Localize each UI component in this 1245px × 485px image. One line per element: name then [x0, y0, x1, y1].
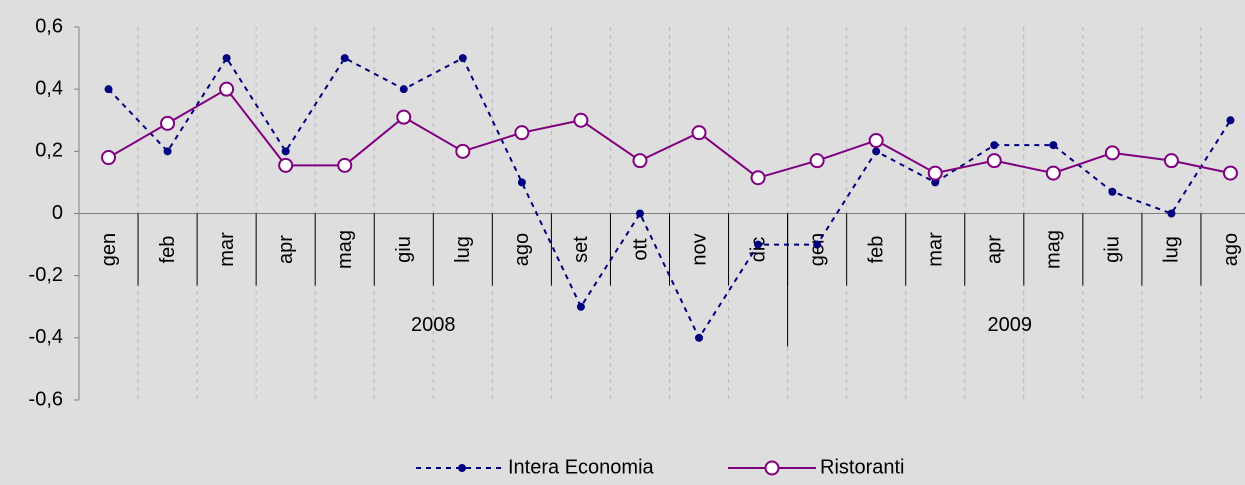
legend-marker [764, 460, 780, 476]
data-point [927, 165, 943, 181]
data-point [1104, 145, 1120, 161]
data-point [163, 147, 172, 156]
x-tick-label: gen [806, 233, 828, 266]
data-point [396, 109, 412, 125]
legend-label: Ristoranti [820, 456, 904, 478]
x-tick-label: mag [334, 230, 356, 269]
data-point [1226, 116, 1235, 125]
data-point [458, 54, 467, 63]
legend-label: Intera Economia [508, 456, 655, 478]
x-tick-label: ago [511, 233, 533, 266]
data-point [635, 209, 644, 218]
x-tick-label: giu [1102, 236, 1124, 263]
data-point [813, 240, 822, 249]
x-tick-label: lug [452, 236, 474, 263]
y-tick-label: 0,6 [35, 15, 63, 37]
data-point [1167, 209, 1176, 218]
x-tick-label: set [570, 236, 592, 263]
data-point [517, 178, 526, 187]
data-point [399, 85, 408, 94]
data-point [160, 115, 176, 131]
x-tick-label: feb [157, 236, 179, 264]
x-tick-label: gen [98, 233, 120, 266]
x-tick-label: apr [275, 235, 297, 264]
data-point [514, 125, 530, 141]
series-line [107, 56, 1232, 340]
data-point [632, 153, 648, 169]
y-tick-label: 0,2 [35, 140, 63, 162]
data-point [990, 141, 999, 150]
data-point [809, 153, 825, 169]
data-point [573, 112, 589, 128]
x-tick-label: ago [1220, 233, 1242, 266]
data-point [281, 147, 290, 156]
series-line [108, 87, 1231, 179]
y-tick-label: 0 [52, 202, 63, 224]
x-group-label: 2009 [988, 314, 1033, 336]
data-point [101, 150, 117, 166]
data-point [872, 147, 881, 156]
data-point [1045, 165, 1061, 181]
x-tick-label: mag [1043, 230, 1065, 269]
x-tick-label: mar [216, 232, 238, 267]
x-tick-label: mar [925, 232, 947, 267]
x-tick-label: nov [688, 233, 710, 265]
data-point [222, 54, 231, 63]
data-point [1222, 165, 1238, 181]
data-point [754, 240, 763, 249]
y-tick-label: 0,4 [35, 77, 63, 99]
x-tick-label: feb [865, 236, 887, 264]
x-tick-label: dic [747, 237, 769, 263]
x-group-label: 2008 [411, 314, 456, 336]
data-point [278, 157, 294, 173]
data-point [986, 153, 1002, 169]
data-point [219, 81, 235, 97]
legend-marker [458, 464, 466, 472]
y-tick-label: -0,4 [29, 326, 63, 348]
data-point [340, 54, 349, 63]
y-tick-label: -0,2 [29, 264, 63, 286]
data-point [1108, 187, 1117, 196]
data-point [1163, 153, 1179, 169]
data-point [750, 170, 766, 186]
x-tick-label: giu [393, 236, 415, 263]
data-point [691, 125, 707, 141]
data-point [455, 143, 471, 159]
data-point [337, 157, 353, 173]
y-tick-label: -0,6 [29, 388, 63, 410]
x-tick-label: lug [1161, 236, 1183, 263]
x-tick-label: apr [984, 235, 1006, 264]
x-tick-label: ott [629, 238, 651, 261]
data-point [576, 302, 585, 311]
data-point [104, 85, 113, 94]
data-point [868, 132, 884, 148]
data-point [695, 333, 704, 342]
data-point [931, 178, 940, 187]
data-point [1049, 141, 1058, 150]
